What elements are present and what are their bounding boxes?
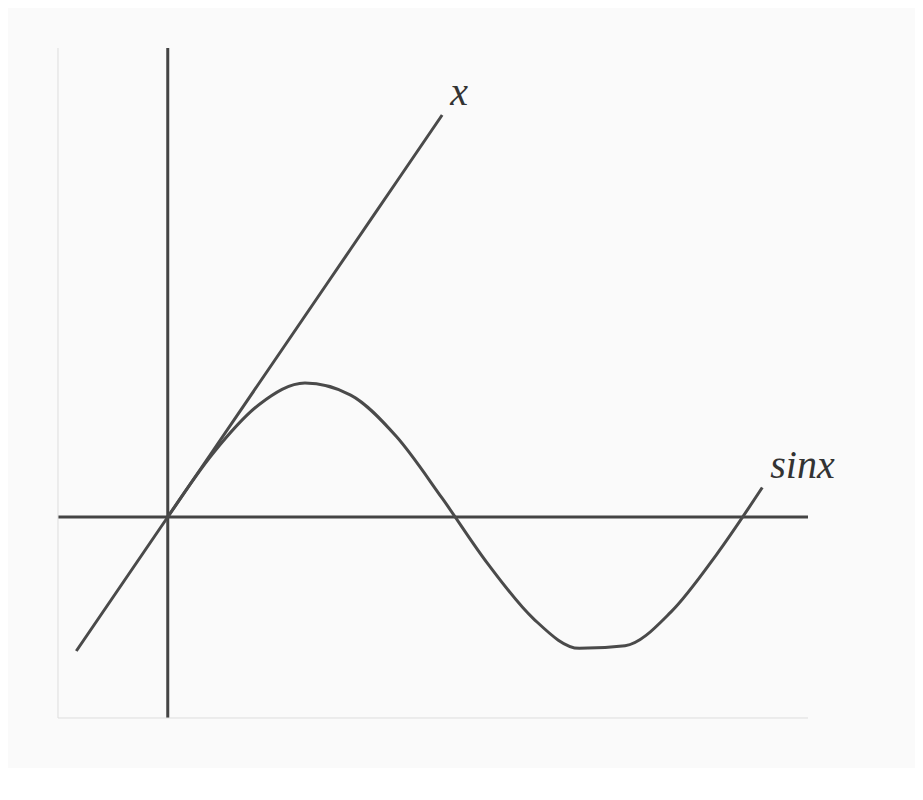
svg-text:x: x: [449, 69, 468, 114]
svg-text:sinx: sinx: [770, 442, 835, 487]
